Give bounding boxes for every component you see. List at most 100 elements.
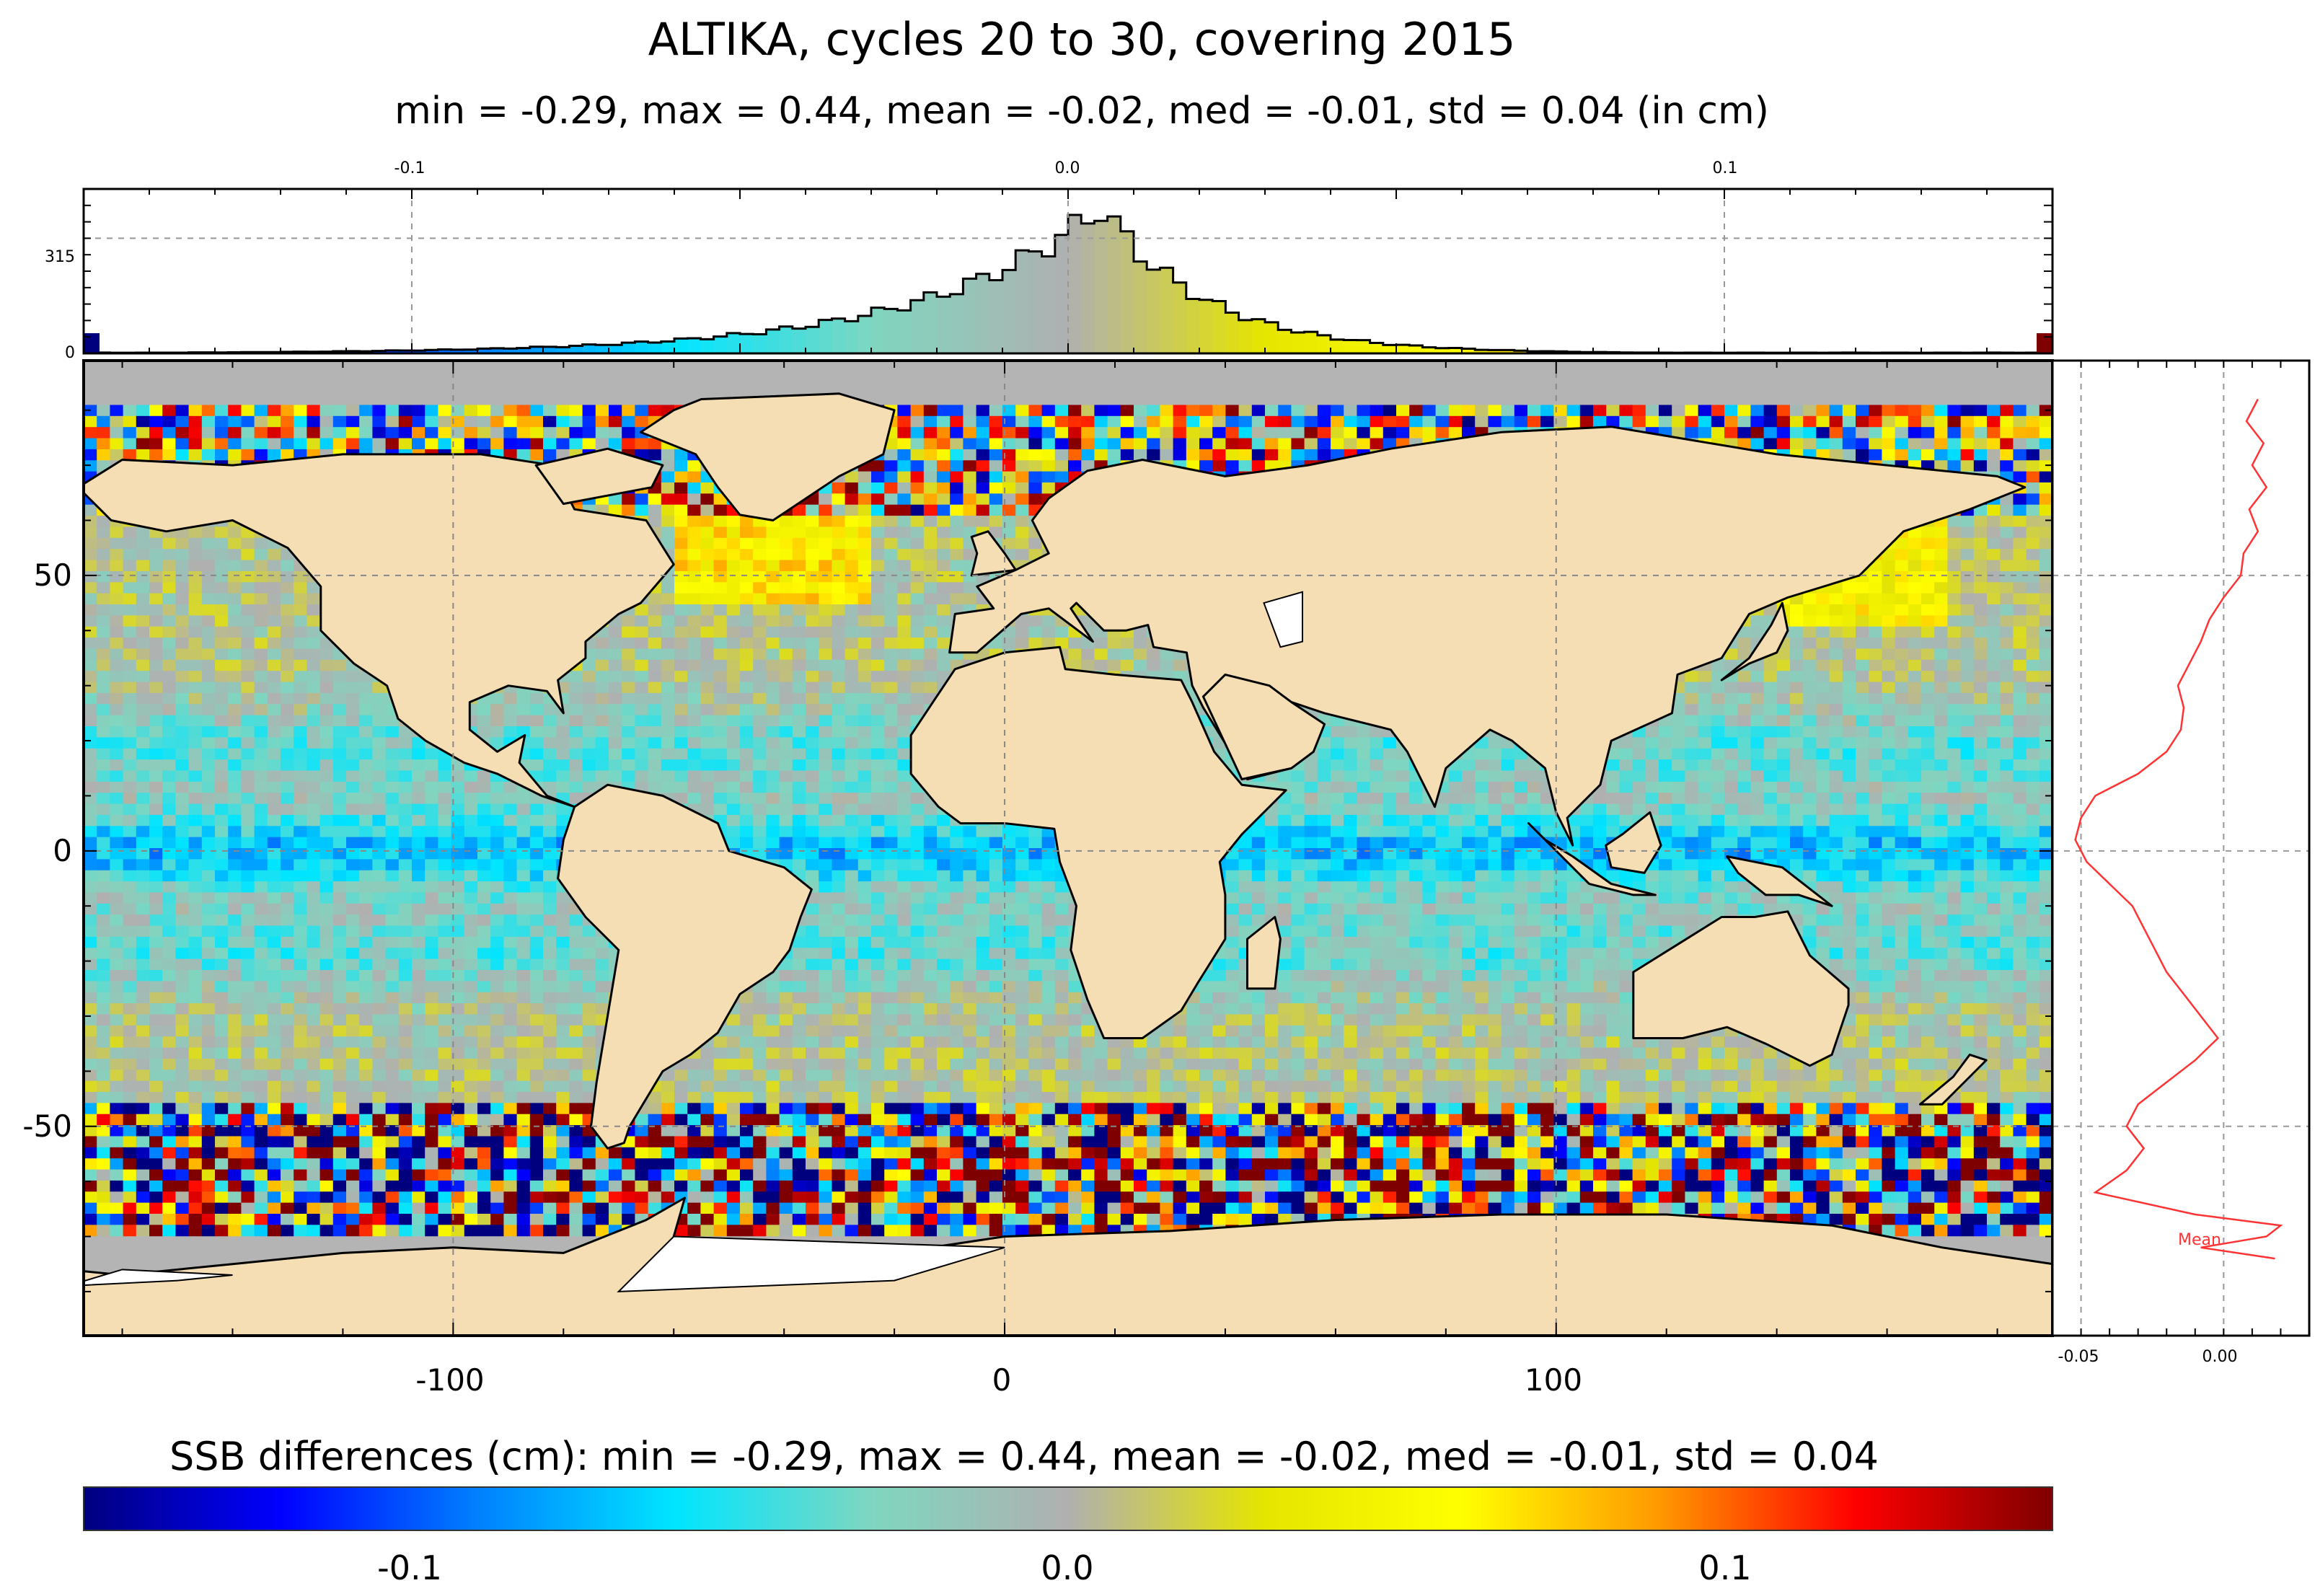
map-cell xyxy=(385,914,400,927)
map-cell xyxy=(149,549,163,561)
map-cell xyxy=(136,1214,150,1225)
map-cell xyxy=(385,770,400,782)
map-cell xyxy=(477,405,491,417)
map-cell xyxy=(806,638,819,649)
map-cell xyxy=(897,1180,912,1192)
map-cell xyxy=(857,704,872,716)
map-cell xyxy=(609,427,622,439)
map-cell xyxy=(713,526,728,539)
map-cell xyxy=(215,704,229,716)
map-cell xyxy=(766,814,780,826)
map-cell xyxy=(319,837,334,849)
map-cell xyxy=(766,1158,780,1170)
map-cell xyxy=(543,1014,557,1026)
map-cell xyxy=(110,1114,124,1126)
map-cell xyxy=(136,438,150,450)
map-cell xyxy=(845,1058,859,1070)
map-cell xyxy=(661,626,675,638)
map-cell xyxy=(792,1070,806,1082)
map-cell xyxy=(806,1114,819,1126)
map-cell xyxy=(267,638,281,649)
map-cell xyxy=(241,570,255,583)
map-cell xyxy=(713,1225,728,1237)
map-cell xyxy=(281,826,294,838)
map-cell xyxy=(372,1092,387,1103)
map-cell xyxy=(228,903,242,915)
map-cell xyxy=(884,682,898,694)
map-cell xyxy=(346,970,360,982)
map-cell xyxy=(897,936,912,948)
map-cell xyxy=(845,570,859,583)
map-cell xyxy=(490,948,504,960)
map-cell xyxy=(845,837,859,849)
map-cell xyxy=(241,1214,255,1225)
map-cell xyxy=(792,936,806,948)
map-cell xyxy=(622,1180,635,1192)
map-cell xyxy=(477,1147,491,1159)
map-cell xyxy=(372,438,387,450)
map-cell xyxy=(385,848,400,860)
map-cell xyxy=(503,848,518,860)
map-cell xyxy=(359,1025,373,1037)
map-cell xyxy=(464,936,478,948)
map-cell xyxy=(215,914,229,927)
map-cell xyxy=(792,826,806,838)
map-cell xyxy=(516,914,531,927)
map-cell xyxy=(136,415,150,428)
map-cell xyxy=(201,892,216,904)
map-cell xyxy=(201,925,216,938)
map-cell xyxy=(595,770,609,782)
map-cell xyxy=(806,504,819,516)
map-cell xyxy=(201,1158,216,1170)
map-cell xyxy=(871,1080,885,1093)
map-cell xyxy=(359,1136,373,1148)
map-cell xyxy=(188,925,203,938)
map-cell xyxy=(648,626,662,638)
map-cell xyxy=(582,1080,596,1093)
map-cell xyxy=(832,914,846,927)
map-cell xyxy=(438,1180,452,1192)
map-cell xyxy=(516,958,531,971)
map-cell xyxy=(648,516,662,527)
map-cell xyxy=(84,704,97,716)
map-cell xyxy=(412,405,425,417)
map-cell xyxy=(857,936,872,948)
map-cell xyxy=(897,1136,912,1148)
map-cell xyxy=(307,1070,321,1082)
map-cell xyxy=(281,1070,294,1082)
map-cell xyxy=(267,427,281,439)
map-cell xyxy=(779,638,793,649)
map-cell xyxy=(661,692,675,705)
map-cell xyxy=(779,626,793,638)
map-cell xyxy=(661,504,675,516)
map-cell xyxy=(845,726,859,738)
map-cell xyxy=(149,648,163,661)
map-cell xyxy=(779,692,793,705)
map-cell xyxy=(451,405,465,417)
map-cell xyxy=(294,1180,307,1192)
map-cell xyxy=(897,925,912,938)
map-cell xyxy=(228,682,242,694)
map-cell xyxy=(648,1158,662,1170)
map-cell xyxy=(819,593,832,605)
map-cell xyxy=(871,593,885,605)
map-cell xyxy=(359,682,373,694)
map-cell xyxy=(897,748,912,760)
map-cell xyxy=(529,826,544,838)
map-cell xyxy=(241,582,255,594)
map-cell xyxy=(281,914,294,927)
map-cell xyxy=(294,1158,307,1170)
map-cell xyxy=(609,671,622,683)
map-cell xyxy=(267,1080,281,1093)
map-cell xyxy=(857,1169,872,1181)
map-cell xyxy=(753,593,767,605)
map-cell xyxy=(832,881,846,893)
map-cell xyxy=(871,1225,885,1237)
map-cell xyxy=(149,626,163,638)
map-cell xyxy=(84,715,97,727)
map-cell xyxy=(687,1125,701,1137)
map-cell xyxy=(254,726,268,738)
map-cell xyxy=(84,737,97,749)
map-cell xyxy=(753,1047,767,1059)
map-cell xyxy=(267,1025,281,1037)
